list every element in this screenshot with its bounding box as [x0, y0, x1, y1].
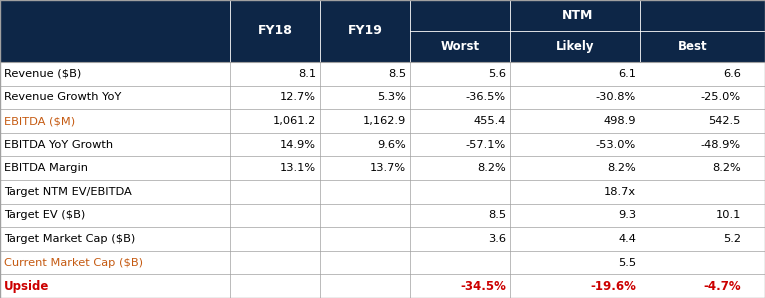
Text: 10.1: 10.1 — [715, 210, 741, 221]
Text: -57.1%: -57.1% — [466, 139, 506, 150]
Text: -19.6%: -19.6% — [590, 280, 636, 293]
Text: 5.2: 5.2 — [723, 234, 741, 244]
Text: Worst: Worst — [441, 40, 480, 53]
Text: 8.1: 8.1 — [298, 69, 316, 79]
Text: -48.9%: -48.9% — [701, 139, 741, 150]
Text: 1,162.9: 1,162.9 — [363, 116, 406, 126]
Text: Revenue ($B): Revenue ($B) — [4, 69, 81, 79]
Text: FY18: FY18 — [258, 24, 292, 38]
Text: 8.5: 8.5 — [488, 210, 506, 221]
Text: -30.8%: -30.8% — [596, 92, 636, 103]
Text: FY19: FY19 — [347, 24, 382, 38]
Text: Current Market Cap ($B): Current Market Cap ($B) — [4, 257, 143, 268]
Text: 13.1%: 13.1% — [280, 163, 316, 173]
Text: 12.7%: 12.7% — [280, 92, 316, 103]
Text: Upside: Upside — [4, 280, 50, 293]
Text: Target Market Cap ($B): Target Market Cap ($B) — [4, 234, 135, 244]
Bar — [0, 180, 765, 204]
Text: 5.5: 5.5 — [618, 257, 636, 268]
Text: 3.6: 3.6 — [488, 234, 506, 244]
Text: 5.6: 5.6 — [488, 69, 506, 79]
Bar — [0, 109, 765, 133]
Bar — [0, 227, 765, 251]
Text: 8.2%: 8.2% — [607, 163, 636, 173]
Text: 6.1: 6.1 — [618, 69, 636, 79]
Text: -4.7%: -4.7% — [703, 280, 741, 293]
Text: 8.2%: 8.2% — [477, 163, 506, 173]
Text: EBITDA YoY Growth: EBITDA YoY Growth — [4, 139, 113, 150]
Text: -25.0%: -25.0% — [701, 92, 741, 103]
Text: 14.9%: 14.9% — [280, 139, 316, 150]
Text: Likely: Likely — [555, 40, 594, 53]
Text: Target EV ($B): Target EV ($B) — [4, 210, 85, 221]
Text: -53.0%: -53.0% — [596, 139, 636, 150]
Text: Best: Best — [678, 40, 708, 53]
Text: 18.7x: 18.7x — [604, 187, 636, 197]
Text: 4.4: 4.4 — [618, 234, 636, 244]
Text: 5.3%: 5.3% — [377, 92, 406, 103]
Text: 1,061.2: 1,061.2 — [273, 116, 316, 126]
Bar — [0, 204, 765, 227]
Text: 455.4: 455.4 — [474, 116, 506, 126]
Bar — [0, 62, 765, 86]
Text: Target NTM EV/EBITDA: Target NTM EV/EBITDA — [4, 187, 132, 197]
Bar — [0, 133, 765, 156]
Text: NTM: NTM — [562, 9, 593, 22]
Bar — [0, 251, 765, 274]
Bar — [0, 0, 765, 62]
Text: 9.6%: 9.6% — [377, 139, 406, 150]
Text: 8.2%: 8.2% — [712, 163, 741, 173]
Text: EBITDA ($M): EBITDA ($M) — [4, 116, 75, 126]
Text: 13.7%: 13.7% — [369, 163, 406, 173]
Bar — [0, 274, 765, 298]
Text: -34.5%: -34.5% — [460, 280, 506, 293]
Text: 8.5: 8.5 — [388, 69, 406, 79]
Text: 542.5: 542.5 — [708, 116, 741, 126]
Text: 6.6: 6.6 — [723, 69, 741, 79]
Text: EBITDA Margin: EBITDA Margin — [4, 163, 88, 173]
Text: 9.3: 9.3 — [618, 210, 636, 221]
Text: 498.9: 498.9 — [604, 116, 636, 126]
Text: -36.5%: -36.5% — [466, 92, 506, 103]
Text: Revenue Growth YoY: Revenue Growth YoY — [4, 92, 122, 103]
Bar — [0, 86, 765, 109]
Bar — [0, 156, 765, 180]
